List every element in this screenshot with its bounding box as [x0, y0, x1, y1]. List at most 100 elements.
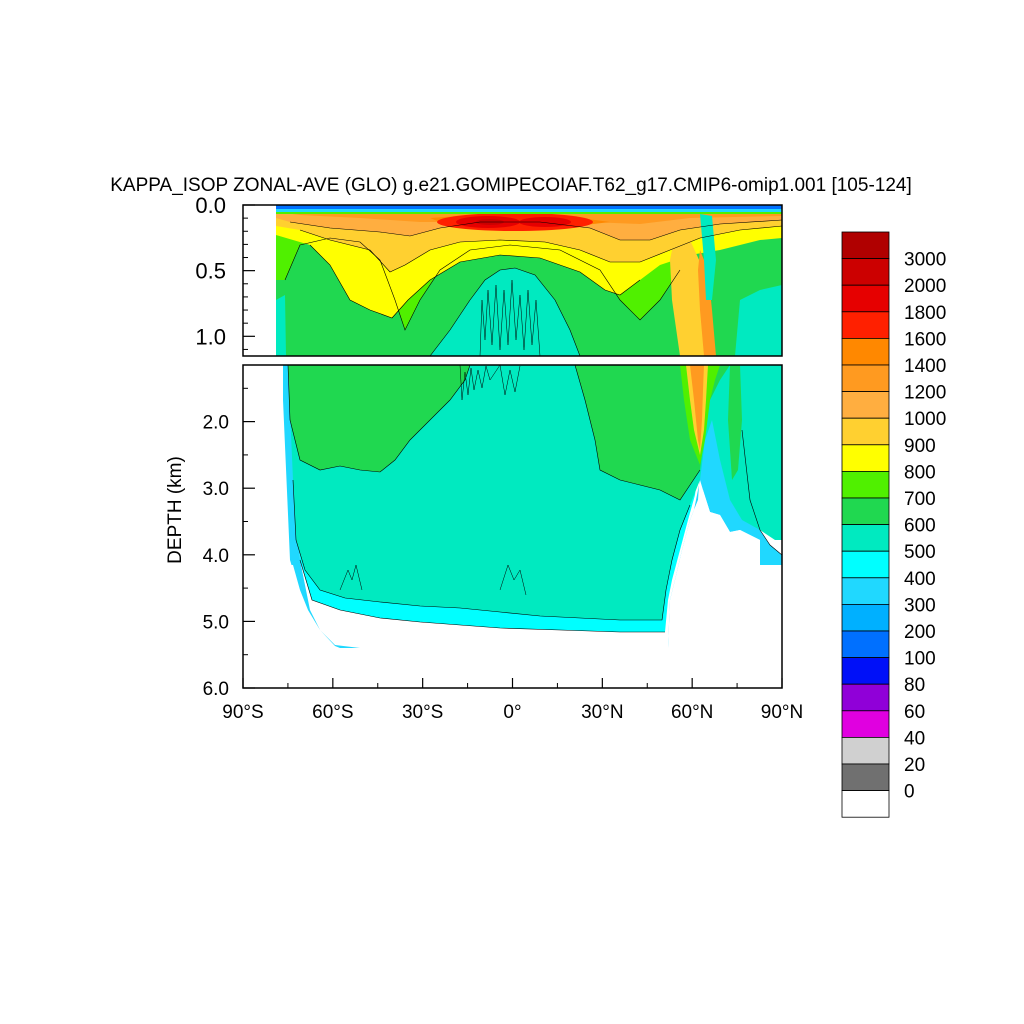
colorbar-box — [841, 284, 890, 313]
x-tick-label: 0° — [503, 702, 521, 723]
colorbar-box — [841, 657, 890, 685]
upper-panel: 0.0 0.5 1.0 — [195, 193, 783, 357]
upper-region-500-west — [276, 295, 286, 356]
colorbar-boxes — [841, 231, 890, 818]
colorbar-level-label: 600 — [904, 516, 936, 537]
lower-contour-1 — [287, 365, 471, 473]
colorbar-level-label: 3000 — [904, 250, 946, 271]
colorbar-level-label: 200 — [904, 622, 936, 643]
lower-field — [243, 365, 782, 688]
upper-y-tick-label: 0.0 — [195, 193, 226, 218]
colorbar-level-label: 1000 — [904, 409, 946, 430]
upper-contour-3 — [299, 225, 782, 273]
upper-contour-2 — [309, 244, 641, 319]
colorbar-box — [841, 497, 890, 526]
upper-surface-band-2 — [276, 209, 782, 212]
x-tick-label: 90°N — [761, 702, 803, 723]
x-tick-label: 60°S — [312, 702, 353, 723]
colorbar-box — [841, 790, 890, 818]
lower-contour-noise — [459, 365, 521, 401]
lower-y-tick-label: 3.0 — [203, 479, 229, 500]
x-tick-label: 30°S — [402, 702, 443, 723]
chart-title: KAPPA_ISOP ZONAL-AVE (GLO) g.e21.GOMIPEC… — [110, 175, 912, 196]
colorbar-level-label: 80 — [904, 675, 925, 696]
colorbar-level-label: 1600 — [904, 329, 946, 350]
upper-land-mask — [243, 205, 276, 356]
colorbar-box — [841, 444, 890, 472]
colorbar-box — [841, 417, 890, 446]
x-ticks: 90°S 60°S 30°S 0° 30°N 60°N 90°N — [222, 678, 803, 723]
lower-contour-5 — [741, 429, 782, 556]
colorbar-level-label: 1200 — [904, 383, 946, 404]
colorbar-box — [841, 604, 890, 632]
colorbar-box — [841, 524, 890, 552]
colorbar-level-label: 700 — [904, 489, 936, 510]
lower-region-arctic-600 — [728, 365, 742, 480]
lower-contour-3 — [292, 479, 691, 621]
lower-y-tick-label: 2.0 — [203, 413, 229, 434]
colorbar-box — [841, 231, 890, 260]
upper-region-500-center — [430, 268, 580, 356]
upper-region-na-column-core — [698, 250, 716, 356]
lower-y-tick-label: 6.0 — [203, 679, 229, 700]
colorbar-box — [841, 630, 890, 659]
upper-region-2000-b — [519, 217, 571, 227]
lower-y-tick-label: 5.0 — [203, 612, 229, 633]
lower-region-600 — [288, 365, 470, 472]
lower-y-ticks: 2.0 3.0 4.0 5.0 6.0 — [203, 387, 255, 700]
colorbar-level-label: 1800 — [904, 303, 946, 324]
colorbar-box — [841, 391, 890, 419]
upper-surface-band — [276, 205, 782, 209]
upper-contour-noise — [479, 279, 541, 356]
colorbar-level-label: 60 — [904, 702, 925, 723]
colorbar-level-label: 0 — [904, 782, 915, 803]
colorbar-box — [841, 364, 890, 393]
colorbar-level-label: 100 — [904, 649, 936, 670]
colorbar-box — [841, 683, 890, 712]
lower-contour-2 — [574, 365, 701, 501]
colorbar-box — [841, 337, 890, 366]
lower-region-1200-col — [690, 365, 704, 450]
colorbar-level-label: 300 — [904, 595, 936, 616]
colorbar-box — [841, 737, 890, 765]
lower-y-tick-label: 4.0 — [203, 546, 229, 567]
lower-land-mask-north — [668, 490, 782, 688]
colorbar: 3000200018001600140012001000900800700600… — [841, 231, 946, 818]
colorbar-box — [841, 710, 890, 738]
lower-contour-4 — [299, 559, 665, 633]
colorbar-box — [841, 763, 890, 792]
colorbar-box — [841, 470, 890, 499]
x-tick-label: 90°S — [222, 702, 263, 723]
colorbar-level-label: 400 — [904, 569, 936, 590]
lower-panel: 2.03.04.05.06.0 90°S 60°S 30°S 0° 30°N 60°N 90… — [203, 364, 803, 723]
upper-contour-5 — [429, 267, 581, 356]
colorbar-level-label: 40 — [904, 728, 925, 749]
upper-y-tick-label: 0.5 — [195, 259, 226, 284]
lower-land-mask-west — [243, 365, 283, 688]
colorbar-level-label: 500 — [904, 542, 936, 563]
colorbar-box — [841, 550, 890, 579]
colorbar-box — [841, 577, 890, 605]
colorbar-level-label: 900 — [904, 436, 936, 457]
x-tick-label: 60°N — [671, 702, 713, 723]
colorbar-level-label: 20 — [904, 755, 925, 776]
upper-panel-frame — [242, 204, 783, 357]
colorbar-labels: 3000200018001600140012001000900800700600… — [904, 250, 946, 803]
colorbar-level-label: 800 — [904, 462, 936, 483]
x-tick-label: 30°N — [581, 702, 623, 723]
upper-y-ticks: 0.0 0.5 1.0 — [195, 193, 255, 350]
upper-region-500-east — [735, 285, 782, 356]
upper-contour-4 — [289, 219, 782, 241]
colorbar-level-label: 2000 — [904, 276, 946, 297]
upper-surface-band-3 — [276, 212, 782, 214]
upper-y-tick-label: 1.0 — [195, 324, 226, 349]
colorbar-box — [841, 311, 890, 339]
lower-contour-abyss — [339, 564, 527, 596]
colorbar-box — [841, 258, 890, 286]
y-axis-label: DEPTH (km) — [165, 456, 186, 564]
upper-field — [243, 205, 782, 356]
lower-land-mask-bottom-2 — [243, 648, 782, 688]
upper-contour-1 — [284, 237, 681, 331]
colorbar-level-label: 1400 — [904, 356, 946, 377]
